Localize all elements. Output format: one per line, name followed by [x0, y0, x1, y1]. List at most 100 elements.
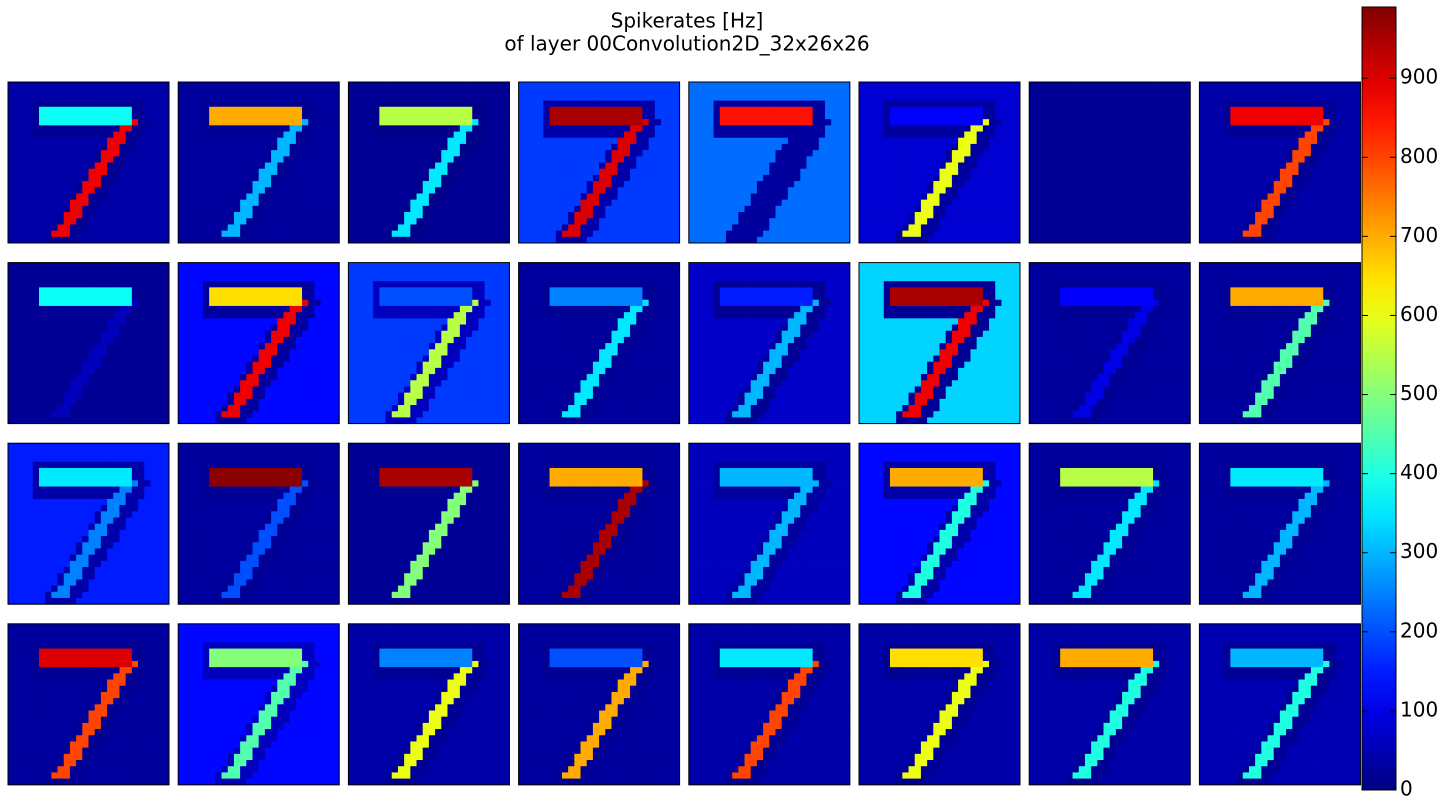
heatmap-cell [302, 156, 309, 163]
heatmap-cell [32, 181, 40, 188]
heatmap-cell [750, 174, 758, 182]
heatmap-cell [787, 162, 795, 170]
heatmap-cell [599, 199, 606, 207]
heatmap-cell [1230, 112, 1237, 120]
heatmap-cell [750, 224, 758, 232]
heatmap-cell [661, 88, 668, 95]
heatmap-cell [459, 230, 467, 238]
heatmap-cell [1153, 174, 1160, 182]
heatmap-cell [333, 236, 340, 244]
heatmap-cell [865, 88, 872, 95]
heatmap-cell [131, 212, 139, 219]
heatmap-cell [1261, 131, 1268, 139]
heatmap-cell [611, 131, 619, 139]
heatmap-cell [258, 230, 266, 238]
heatmap-cell [920, 168, 928, 176]
heatmap-cell [156, 187, 164, 194]
heatmap-cell [636, 100, 643, 108]
heatmap-cell [162, 131, 170, 139]
heatmap-cell [1177, 212, 1185, 219]
heatmap-cell [196, 230, 204, 238]
heatmap-cell [240, 205, 247, 213]
heatmap-cell [989, 193, 996, 201]
heatmap-cell [107, 174, 114, 182]
heatmap-cell [366, 174, 374, 182]
heatmap-cell [221, 143, 229, 151]
heatmap-cell [636, 150, 643, 157]
heatmap-cell [8, 94, 15, 101]
heatmap-cell [314, 106, 322, 114]
heatmap-cell [1066, 112, 1073, 120]
heatmap-cell [707, 236, 714, 244]
heatmap-cell [976, 230, 984, 238]
heatmap-cell [100, 230, 108, 238]
heatmap-cell [806, 94, 814, 101]
heatmap-cell [209, 236, 216, 244]
heatmap-cell [738, 88, 745, 95]
heatmap-cell [1286, 119, 1293, 126]
heatmap-cell [162, 137, 170, 145]
heatmap-cell [812, 218, 820, 225]
heatmap-cell [995, 199, 1002, 207]
heatmap-cell [896, 174, 903, 182]
heatmap-cell [416, 212, 424, 219]
heatmap-cell [184, 224, 191, 232]
heatmap-cell [190, 88, 198, 95]
heatmap-cell [763, 150, 770, 157]
heatmap-cell [1304, 88, 1312, 95]
heatmap-cell [1091, 156, 1098, 163]
heatmap-cell [1013, 187, 1021, 194]
heatmap-cell [530, 88, 538, 95]
heatmap-cell [100, 218, 108, 225]
heatmap-cell [63, 181, 71, 188]
heatmap-cell [441, 119, 448, 126]
heatmap-cell [258, 88, 266, 95]
heatmap-cell [750, 150, 758, 157]
heatmap-cell [107, 205, 114, 213]
heatmap-cell [933, 168, 940, 176]
heatmap-cell [843, 212, 851, 219]
heatmap-cell [970, 193, 978, 201]
heatmap-cell [1140, 137, 1148, 145]
heatmap-cell [57, 174, 65, 182]
heatmap-cell [209, 143, 216, 151]
heatmap-cell [976, 168, 984, 176]
heatmap-cell [933, 224, 940, 232]
heatmap-cell [667, 88, 674, 95]
heatmap-cell [837, 112, 845, 120]
heatmap-cell [756, 187, 764, 194]
heatmap-cell [611, 162, 619, 170]
heatmap-cell [333, 150, 340, 157]
heatmap-cell [518, 88, 526, 95]
heatmap-cell [221, 168, 229, 176]
heatmap-cell [725, 119, 733, 126]
heatmap-cell [970, 156, 978, 163]
heatmap-cell [246, 181, 253, 188]
heatmap-cell [453, 199, 461, 207]
heatmap-cell [326, 199, 334, 207]
heatmap-cell [543, 94, 550, 101]
heatmap-cell [1041, 156, 1049, 163]
heatmap-cell [843, 162, 851, 170]
heatmap-cell [920, 156, 928, 163]
heatmap-cell [348, 137, 355, 145]
heatmap-cell [648, 168, 656, 176]
heatmap-cell [837, 88, 845, 95]
heatmap-cell [623, 137, 631, 145]
heatmap-cell [202, 143, 210, 151]
heatmap-cell [51, 181, 58, 188]
heatmap-cell [447, 236, 455, 244]
heatmap-cell [865, 112, 872, 120]
heatmap-cell [756, 119, 764, 126]
heatmap-cell [1184, 156, 1191, 163]
heatmap-cell [530, 143, 538, 151]
heatmap-cell [258, 187, 266, 194]
heatmap-cell [933, 187, 940, 194]
heatmap-cell [580, 112, 588, 120]
heatmap-cell [1211, 137, 1219, 145]
heatmap-cell [995, 236, 1002, 244]
heatmap-cell [314, 156, 322, 163]
heatmap-cell [561, 218, 569, 225]
heatmap-cell [1171, 112, 1179, 120]
heatmap-cell [484, 168, 492, 176]
